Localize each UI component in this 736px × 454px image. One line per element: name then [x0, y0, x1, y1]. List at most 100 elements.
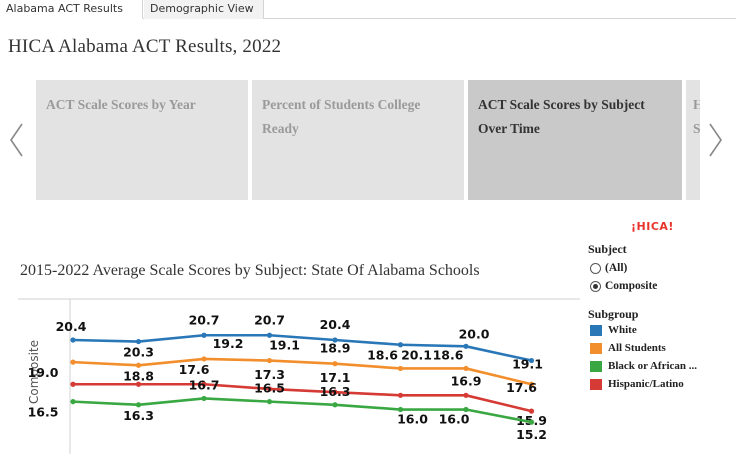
- data-label: 18.6: [433, 347, 464, 362]
- subject-option-all[interactable]: (All): [590, 262, 627, 274]
- data-label: 17.1: [320, 370, 351, 385]
- chart-title: 2015-2022 Average Scale Scores by Subjec…: [20, 262, 480, 279]
- story-point-college-ready[interactable]: Percent of Students College Ready: [252, 80, 464, 200]
- data-label: 16.0: [439, 412, 470, 427]
- data-point: [397, 342, 404, 348]
- legend-swatch: [590, 360, 602, 372]
- data-point: [201, 381, 207, 387]
- data-point: [332, 337, 338, 343]
- data-point: [463, 365, 469, 372]
- story-point-label-line2: Ready: [262, 121, 299, 136]
- data-point: [70, 399, 76, 405]
- data-point: [201, 356, 207, 362]
- data-label: 16.5: [28, 405, 59, 420]
- carousel-next-button[interactable]: [704, 120, 726, 160]
- tab-alabama-act-results[interactable]: Alabama ACT Results: [0, 0, 143, 19]
- subject-filter-title: Subject: [588, 242, 627, 256]
- data-label: 20.4: [320, 317, 351, 332]
- data-label: 18.8: [123, 368, 154, 383]
- data-label: 20.7: [189, 312, 220, 327]
- subject-option-label: Composite: [605, 280, 658, 292]
- legend-swatch: [590, 324, 602, 336]
- story-point-label-line2: Over Time: [478, 121, 540, 136]
- data-label: 15.2: [516, 427, 547, 442]
- data-label: 20.0: [459, 326, 490, 341]
- series-line-all-students: [72, 357, 532, 386]
- data-label: 20.7: [254, 312, 285, 327]
- subgroup-legend-title: Subgroup: [588, 307, 639, 321]
- data-point: [332, 402, 338, 408]
- line-chart-svg: 20.4 20.3 20.7 20.7 20.4 20.1 20.0 19.1 19.0 18.8…: [18, 298, 580, 454]
- data-label: 17.6: [179, 362, 210, 377]
- data-point: [463, 406, 469, 413]
- data-point: [528, 357, 535, 364]
- data-label: 20.4: [56, 319, 87, 334]
- legend-item-black[interactable]: Black or African ...: [590, 360, 697, 372]
- data-point: [70, 381, 76, 387]
- data-label: 18.9: [320, 341, 351, 356]
- data-point: [528, 381, 535, 387]
- story-point-label: Percent of Students College: [262, 97, 421, 112]
- story-point-next-partial[interactable]: H S: [686, 80, 700, 200]
- hica-logo: ¡HICA!: [631, 220, 674, 233]
- chevron-left-icon: [10, 123, 23, 157]
- story-point-label-line2: S: [693, 121, 700, 136]
- data-point: [397, 406, 404, 413]
- legend-item-all-students[interactable]: All Students: [590, 342, 666, 354]
- chevron-right-icon: [709, 123, 722, 157]
- data-label: 20.3: [123, 345, 154, 360]
- carousel-prev-button[interactable]: [6, 120, 28, 160]
- story-point-label: H: [693, 97, 700, 112]
- data-label: 16.3: [320, 384, 351, 399]
- data-point: [70, 337, 76, 343]
- legend-swatch: [590, 342, 602, 354]
- data-label: 16.9: [451, 373, 482, 388]
- line-chart: 20.4 20.3 20.7 20.7 20.4 20.1 20.0 19.1 19.0 18.8…: [18, 298, 580, 454]
- subject-option-composite[interactable]: Composite: [590, 280, 657, 292]
- series-line-white: [72, 333, 532, 362]
- data-point: [201, 332, 207, 338]
- data-point: [266, 399, 273, 405]
- legend-item-white[interactable]: White: [590, 324, 637, 336]
- data-label: 19.1: [269, 338, 300, 353]
- data-label: 16.7: [189, 377, 220, 392]
- data-point: [332, 361, 338, 367]
- data-label: 17.3: [254, 367, 285, 382]
- data-point: [266, 357, 273, 364]
- story-point-act-by-year[interactable]: ACT Scale Scores by Year: [36, 80, 248, 200]
- story-carousel: ACT Scale Scores by Year Percent of Stud…: [0, 80, 736, 200]
- data-point: [135, 362, 142, 368]
- data-label: 18.6: [367, 347, 398, 362]
- data-point: [266, 332, 273, 338]
- data-point: [528, 419, 535, 425]
- data-point: [332, 389, 338, 395]
- data-point: [201, 395, 207, 402]
- data-point: [528, 408, 535, 414]
- data-point: [266, 386, 273, 392]
- subject-option-label: (All): [605, 262, 628, 274]
- data-point: [135, 338, 142, 345]
- legend-label: Black or African ...: [608, 360, 698, 372]
- story-point-label: ACT Scale Scores by Year: [46, 97, 196, 112]
- data-label: 17.6: [506, 380, 537, 395]
- data-point: [397, 392, 404, 398]
- tab-demographic-view[interactable]: Demographic View: [144, 0, 264, 19]
- data-label: 19.1: [512, 357, 543, 372]
- data-point: [463, 392, 469, 398]
- data-point: [70, 359, 76, 365]
- legend-label: Hispanic/Latino: [608, 378, 684, 390]
- legend-item-hispanic[interactable]: Hispanic/Latino: [590, 378, 684, 390]
- radio-icon: [590, 262, 601, 274]
- story-point-act-by-subject[interactable]: ACT Scale Scores by Subject Over Time: [468, 80, 682, 200]
- data-point: [463, 343, 469, 349]
- tab-bar: Alabama ACT Results Demographic View: [0, 0, 736, 19]
- radio-selected-icon: [590, 280, 601, 292]
- data-point: [135, 402, 142, 408]
- legend-swatch: [590, 378, 602, 390]
- legend-label: All Students: [608, 342, 666, 354]
- data-label: 19.2: [213, 336, 244, 351]
- series-line-black-or-african-: [72, 397, 532, 424]
- data-point: [397, 365, 404, 372]
- data-label: 16.5: [254, 381, 285, 396]
- story-point-label: ACT Scale Scores by Subject: [478, 97, 645, 112]
